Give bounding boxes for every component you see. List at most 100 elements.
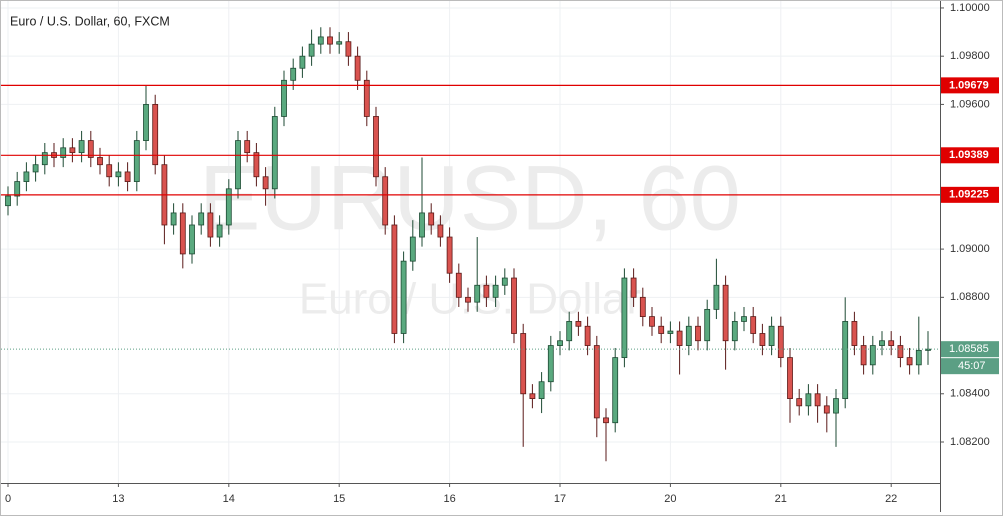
candle-body [860, 345, 867, 366]
candle-body [492, 284, 499, 298]
y-tick-label: 1.08400 [950, 388, 990, 400]
candle-body [722, 284, 729, 342]
candle-body [538, 381, 545, 400]
candle-body [575, 321, 582, 327]
countdown-box [941, 358, 999, 375]
candle-body [888, 340, 895, 346]
countdown-label: 45:07 [958, 360, 986, 372]
candle-body [446, 236, 453, 274]
chart-title: Euro / U.S. Dollar, 60, FXCM [10, 14, 170, 28]
y-tick-label: 1.08800 [950, 291, 990, 303]
candle-body [759, 333, 766, 346]
candle-body [529, 393, 536, 400]
candle-body [143, 104, 149, 141]
candle-body [474, 284, 481, 303]
candle-body [501, 277, 508, 286]
last-price-label: 1.08585 [949, 343, 989, 355]
candle-body [869, 345, 876, 366]
y-tick-label: 1.09800 [950, 50, 990, 62]
x-tick-label: 22 [885, 493, 897, 505]
candle-body [336, 41, 343, 45]
candle-body [345, 41, 352, 57]
candle-body [566, 321, 573, 342]
candle-body [87, 140, 94, 158]
candle-body [897, 345, 904, 359]
candle-body [695, 325, 701, 342]
candle-body [317, 36, 324, 45]
candle-body [124, 171, 131, 182]
candle-body [189, 224, 195, 255]
candle-body [23, 171, 30, 182]
y-tick-label: 1.08200 [950, 436, 990, 448]
candle-body [32, 164, 39, 173]
candle-body [465, 296, 471, 303]
candle-body [133, 140, 140, 182]
candle-body [170, 212, 177, 226]
candle-body [327, 36, 333, 45]
candle-body [437, 224, 444, 238]
x-tick-label: 20 [664, 493, 676, 505]
candle-body [455, 272, 462, 298]
axes: 1.10000 1.09800 1.09600 1.09000 1.08800 1.084… [5, 2, 999, 505]
candle-body [382, 176, 389, 226]
candle-body [630, 277, 637, 298]
candle-body [5, 195, 11, 207]
candle-body [41, 152, 48, 166]
y-tick-label: 1.09000 [950, 243, 990, 255]
candle-body [409, 236, 416, 262]
candle-body [354, 55, 361, 81]
candle-body [207, 212, 214, 238]
candle-body [915, 349, 922, 366]
y-tick-label: 1.10000 [950, 2, 990, 14]
candle-body [777, 325, 784, 359]
candle-body [787, 357, 793, 400]
candle-body [713, 284, 720, 310]
candle-body [106, 164, 113, 178]
x-tick-label: 21 [775, 493, 787, 505]
candle-body [557, 340, 563, 346]
candle-body [639, 296, 646, 318]
candle-body [152, 104, 159, 166]
x-tick-label: 13 [112, 493, 124, 505]
candle-body [823, 405, 830, 414]
candle-body [685, 325, 692, 346]
plot [1, 27, 940, 462]
candle-body [603, 417, 609, 424]
candle-body [511, 277, 517, 334]
candle-body [649, 316, 655, 327]
candle-body [308, 43, 315, 57]
candle-body [400, 260, 407, 334]
level-label-box [941, 186, 999, 203]
x-tick-label: 14 [223, 493, 235, 505]
watermark: EURUSD, 60 [199, 147, 741, 249]
candle-body [235, 140, 241, 190]
candle-body [731, 321, 738, 342]
candle-body [253, 152, 260, 178]
candle-body [547, 345, 554, 383]
candle-body [363, 79, 370, 117]
candle-body [768, 325, 775, 346]
candle-body [78, 140, 85, 154]
x-tick-label: 0 [5, 493, 11, 505]
candle-body [483, 284, 490, 298]
candle-body [805, 393, 812, 407]
candle-body [814, 393, 821, 407]
last-price-box [941, 341, 999, 358]
candle-body [879, 340, 885, 346]
level-label: 1.09679 [949, 79, 989, 91]
candle-body [658, 325, 665, 334]
candle-body [704, 308, 711, 342]
candle-body [584, 325, 591, 346]
candle-body [262, 176, 269, 190]
candle-body [428, 212, 435, 226]
candle-body [115, 171, 122, 178]
candle-body [290, 67, 297, 81]
x-tick-label: 17 [554, 493, 566, 505]
candle-body [299, 55, 306, 69]
x-tick-label: 15 [333, 493, 345, 505]
candle-body [796, 398, 803, 407]
candle-body [60, 147, 67, 158]
